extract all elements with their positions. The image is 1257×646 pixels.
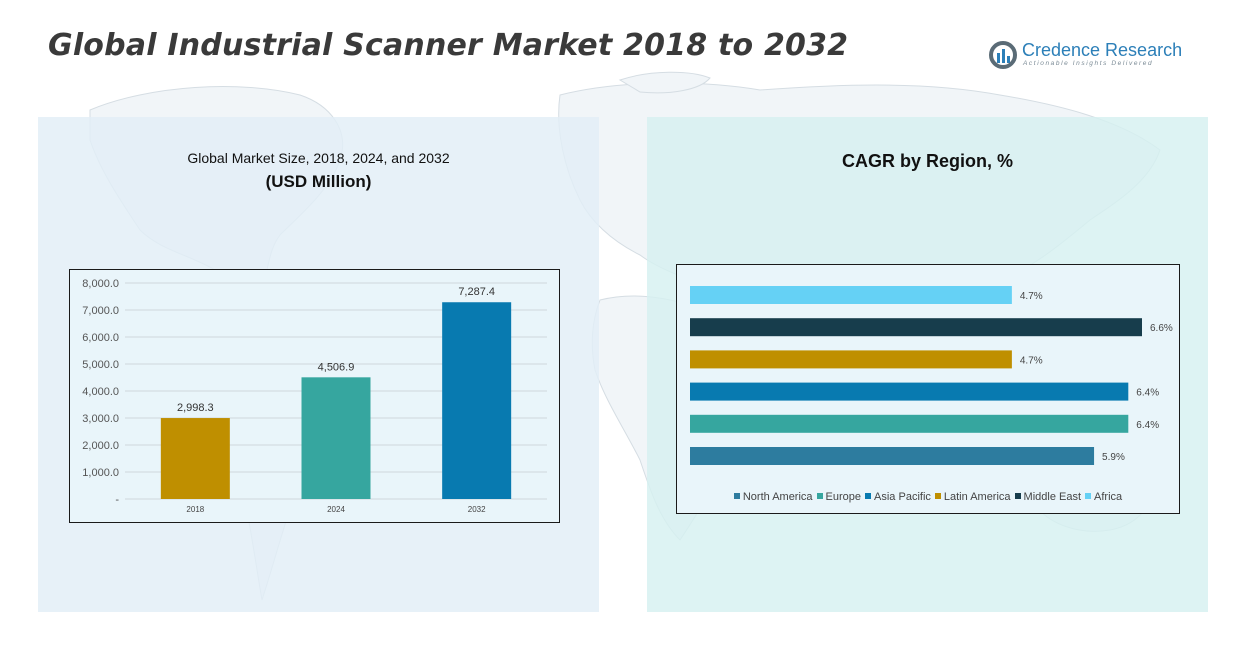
x-tick-label: 2018: [186, 505, 204, 514]
legend-swatch: [816, 493, 823, 499]
cagr-value-label: 6.6%: [1150, 323, 1173, 334]
y-tick-label: 8,000.0: [82, 278, 119, 290]
legend-swatch: [1014, 493, 1021, 499]
cagr-bar: [690, 447, 1095, 465]
cagr-bar: [690, 350, 1012, 369]
cagr-value-label: 6.4%: [1136, 420, 1159, 431]
cagr-chart: 4.7% 6.6% 4.7% 6.4% 6.4% 5.9% North America Eu…: [676, 264, 1180, 514]
legend-label: Africa: [1094, 491, 1123, 503]
legend-label: Asia Pacific: [874, 491, 931, 503]
y-tick-label: 3,000.0: [82, 413, 119, 425]
y-tick-label: 6,000.0: [82, 332, 119, 344]
cagr-value-label: 4.7%: [1020, 291, 1043, 302]
x-tick-label: 2032: [468, 505, 486, 514]
market-size-chart: - 1,000.0 2,000.0 3,000.0 4,000.0 5,000.0 6,00…: [69, 269, 560, 523]
legend-item: Middle East: [1014, 491, 1082, 503]
cagr-bar: [690, 286, 1012, 304]
bar: [301, 377, 371, 499]
y-tick-label: 1,000.0: [82, 467, 119, 479]
cagr-value-label: 6.4%: [1136, 388, 1159, 399]
logo-name: Credence Research: [1022, 40, 1183, 60]
bar-value-label: 7,287.4: [458, 286, 495, 298]
legend-item: Asia Pacific: [865, 491, 931, 503]
bar: [442, 302, 512, 499]
cagr-bar-chart: 4.7% 6.6% 4.7% 6.4% 6.4% 5.9%: [690, 286, 1173, 465]
market-size-bar-chart: - 1,000.0 2,000.0 3,000.0 4,000.0 5,000.0 6,00…: [82, 278, 547, 514]
y-tick-label: 7,000.0: [82, 305, 119, 317]
bar-value-label: 2,998.3: [177, 402, 214, 414]
page-title: Global Industrial Scanner Market 2018 to…: [48, 28, 849, 63]
legend-item: Africa: [1085, 491, 1122, 503]
logo-tagline: Actionable Insights Delivered: [1023, 60, 1154, 67]
market-size-panel: Global Market Size, 2018, 2024, and 2032…: [38, 117, 599, 612]
cagr-chart-title: CAGR by Region, %: [841, 151, 1013, 171]
logo-mark-icon: [989, 41, 1017, 69]
market-size-chart-subtitle: (USD Million): [265, 172, 372, 191]
x-tick-label: 2024: [327, 505, 345, 514]
bar: [160, 418, 230, 499]
cagr-panel: CAGR by Region, % 4.7% 6.6% 4.7% 6.4% 6.4% 5.…: [647, 117, 1208, 612]
cagr-legend: North America Europe Asia Pacific Latin Ame…: [677, 491, 1179, 503]
y-tick-label: 5,000.0: [82, 359, 119, 371]
cagr-value-label: 5.9%: [1102, 452, 1125, 463]
y-tick-label: 4,000.0: [82, 386, 119, 398]
y-tick-label: -: [115, 494, 119, 506]
legend-swatch: [733, 493, 740, 499]
cagr-bar: [690, 414, 1129, 433]
cagr-bar: [690, 318, 1142, 337]
legend-swatch: [1085, 493, 1092, 499]
legend-swatch: [865, 493, 872, 499]
legend-label: Latin America: [943, 491, 1011, 503]
legend-label: Middle East: [1023, 491, 1082, 503]
market-size-chart-title: Global Market Size, 2018, 2024, and 2032: [187, 150, 450, 166]
cagr-bar: [690, 382, 1129, 401]
cagr-value-label: 4.7%: [1020, 355, 1043, 366]
legend-item: Latin America: [934, 491, 1011, 503]
legend-label: Europe: [825, 491, 862, 503]
legend-item: North America: [733, 491, 813, 503]
y-tick-label: 2,000.0: [82, 440, 119, 452]
brand-logo: Credence Research Actionable Insights De…: [988, 38, 1188, 72]
bar-value-label: 4,506.9: [318, 361, 355, 373]
legend-swatch: [934, 493, 941, 499]
legend-item: Europe: [816, 491, 862, 503]
legend-label: North America: [742, 491, 813, 503]
